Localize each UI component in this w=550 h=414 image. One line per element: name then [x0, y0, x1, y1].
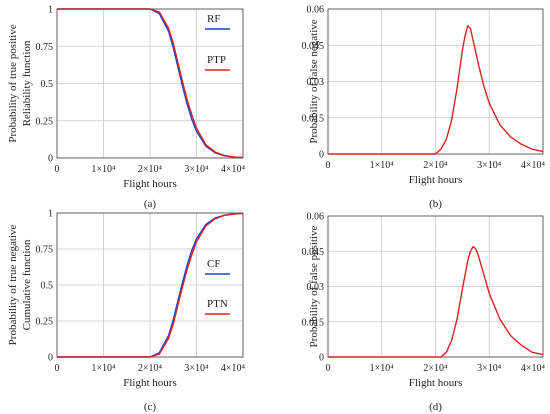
x-tick-label: 1×10⁴: [370, 160, 395, 171]
y-tick-label: 0.06: [307, 212, 325, 223]
x-tick-label: 0: [55, 363, 60, 374]
x-tick-label: 2×10⁴: [423, 363, 448, 374]
y-tick-label: 1: [48, 209, 53, 220]
y-tick-label: 0.5: [41, 281, 54, 292]
panel-label: (a): [144, 198, 157, 210]
y-tick-label: 0: [319, 353, 324, 364]
x-tick-label: 0: [326, 363, 331, 374]
legend-label-ptp: PTP: [207, 54, 226, 66]
y-tick-label: 0.03: [307, 77, 325, 88]
legend-label-rf: RF: [207, 13, 220, 25]
legend-label-cf: CF: [207, 258, 220, 270]
y-tick-label: 0: [48, 353, 53, 364]
y-tick-label: 0.5: [41, 79, 54, 90]
y-tick-label: 0.03: [307, 282, 325, 293]
x-tick-label: 4×10⁴: [221, 164, 246, 175]
x-tick-label: 0: [55, 164, 60, 175]
y-tick-label: 0.75: [36, 245, 54, 256]
x-tick-label: 3×10⁴: [477, 160, 502, 171]
series-line-ptn: [57, 212, 244, 358]
panel-a: 0 1×10⁴ 2×10⁴ 3×10⁴ 4×10⁴ 0 0.25 0.5 0.75 1 Flight…: [7, 5, 246, 211]
y-tick-label: 0.06: [307, 5, 325, 16]
x-tick-label: 3×10⁴: [184, 363, 209, 374]
x-tick-label: 1×10⁴: [91, 363, 116, 374]
y-tick-label: 0.045: [302, 247, 325, 258]
x-tick-label: 2×10⁴: [138, 164, 163, 175]
x-tick-label: 2×10⁴: [138, 363, 163, 374]
y-tick-label: 0.015: [302, 317, 325, 328]
y-axis-label: Probability of true positive: [7, 24, 19, 142]
y-tick-label: 0.25: [36, 116, 54, 127]
x-tick-label: 4×10⁴: [521, 363, 546, 374]
y-tick-label: 0: [48, 154, 53, 165]
legend-label-ptn: PTN: [207, 298, 228, 310]
y-axis-label: Cumulative function: [21, 239, 33, 330]
x-tick-label: 2×10⁴: [423, 160, 448, 171]
panel-label: (b): [429, 198, 442, 210]
x-tick-label: 4×10⁴: [221, 363, 246, 374]
y-tick-label: 0.015: [302, 113, 325, 124]
panel-d: 0 1×10⁴ 2×10⁴ 3×10⁴ 4×10⁴ 0 0.015 0.03 0.045 0.06…: [302, 212, 546, 414]
x-axis-label: Flight hours: [123, 178, 176, 190]
panel-label: (c): [144, 401, 157, 413]
y-tick-label: 0: [319, 150, 324, 161]
series-line: [328, 245, 544, 358]
y-tick-label: 0.045: [302, 41, 325, 52]
panel-c: 0 1×10⁴ 2×10⁴ 3×10⁴ 4×10⁴ 0 0.25 0.5 0.75 1 Flight…: [7, 209, 246, 414]
x-tick-label: 3×10⁴: [477, 363, 502, 374]
x-axis-label: Flight hours: [409, 377, 462, 389]
x-tick-label: 3×10⁴: [184, 164, 209, 175]
panel-label: (d): [429, 401, 442, 413]
y-axis-label: Probability of true negative: [7, 225, 19, 346]
x-tick-label: 4×10⁴: [521, 160, 546, 171]
y-tick-label: 1: [48, 5, 53, 16]
y-tick-label: 0.75: [36, 42, 54, 53]
y-tick-label: 0.25: [36, 317, 54, 328]
y-axis-label: Probability of false negative: [308, 19, 320, 143]
y-axis-label: Reliability function: [21, 40, 33, 126]
series-line: [328, 25, 544, 155]
x-axis-label: Flight hours: [409, 174, 462, 186]
panel-b: 0 1×10⁴ 2×10⁴ 3×10⁴ 4×10⁴ 0 0.015 0.03 0.045 0.06…: [302, 5, 546, 211]
y-axis-label: Probability of false positive: [308, 225, 320, 347]
x-axis-label: Flight hours: [123, 377, 176, 389]
x-tick-label: 1×10⁴: [370, 363, 395, 374]
series-line-ptp: [57, 8, 244, 159]
x-tick-label: 0: [326, 160, 331, 171]
x-tick-label: 1×10⁴: [91, 164, 116, 175]
